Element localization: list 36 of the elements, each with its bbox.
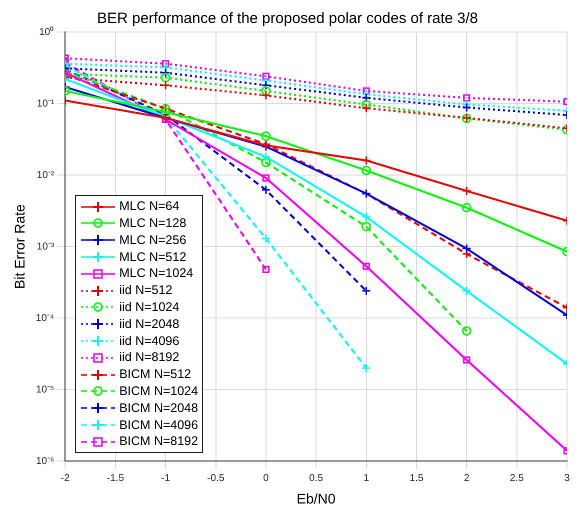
legend-label: BICM N=2048 <box>119 400 198 417</box>
legend-label: MLC N=256 <box>119 232 186 249</box>
legend-label: BICM N=512 <box>119 366 192 384</box>
legend-label: BICM N=1024 <box>119 383 198 400</box>
y-tick-label: 10⁰ <box>39 26 54 38</box>
legend-label: MLC N=1024 <box>119 265 194 282</box>
y-tick-label: 10⁻⁵ <box>36 384 54 396</box>
y-tick-label: 10⁻⁴ <box>36 312 54 324</box>
legend-label: MLC N=128 <box>119 215 186 232</box>
chart-title: BER performance of the proposed polar codes of rate 3/8 <box>96 10 478 28</box>
y-tick-label: 10⁻¹ <box>36 98 55 110</box>
y-tick-label: 10⁻³ <box>36 241 55 252</box>
legend-label: MLC N=512 <box>119 248 186 266</box>
x-tick-label: 1 <box>364 472 370 484</box>
y-tick-label: 10⁻⁶ <box>36 456 54 467</box>
x-tick-label: 0.5 <box>309 472 324 484</box>
legend-label: MLC N=64 <box>119 198 180 216</box>
legend-label: iid N=512 <box>119 282 172 300</box>
x-tick-label: -2 <box>60 472 70 484</box>
x-tick-label: 2.5 <box>510 472 524 484</box>
legend-label: iid N=2048 <box>119 316 180 333</box>
x-tick-label: -1 <box>161 472 170 484</box>
x-tick-label: 3 <box>564 472 570 484</box>
x-tick-label: -1.5 <box>106 472 124 484</box>
x-tick-label: 1.5 <box>410 472 424 484</box>
legend-label: iid N=8192 <box>119 349 180 366</box>
y-axis-title: Bit Error Rate <box>11 204 28 290</box>
y-tick-label: 10⁻² <box>36 170 55 181</box>
legend-label: BICM N=4096 <box>119 416 198 434</box>
legend-label: BICM N=8192 <box>119 433 198 450</box>
x-tick-label: 0 <box>263 472 270 484</box>
x-tick-label: -0.5 <box>207 472 225 484</box>
legend-label: iid N=1024 <box>119 299 180 316</box>
x-axis-title: Eb/N0 <box>296 490 336 506</box>
x-tick-label: 2 <box>464 472 470 484</box>
legend-label: iid N=4096 <box>119 332 180 350</box>
